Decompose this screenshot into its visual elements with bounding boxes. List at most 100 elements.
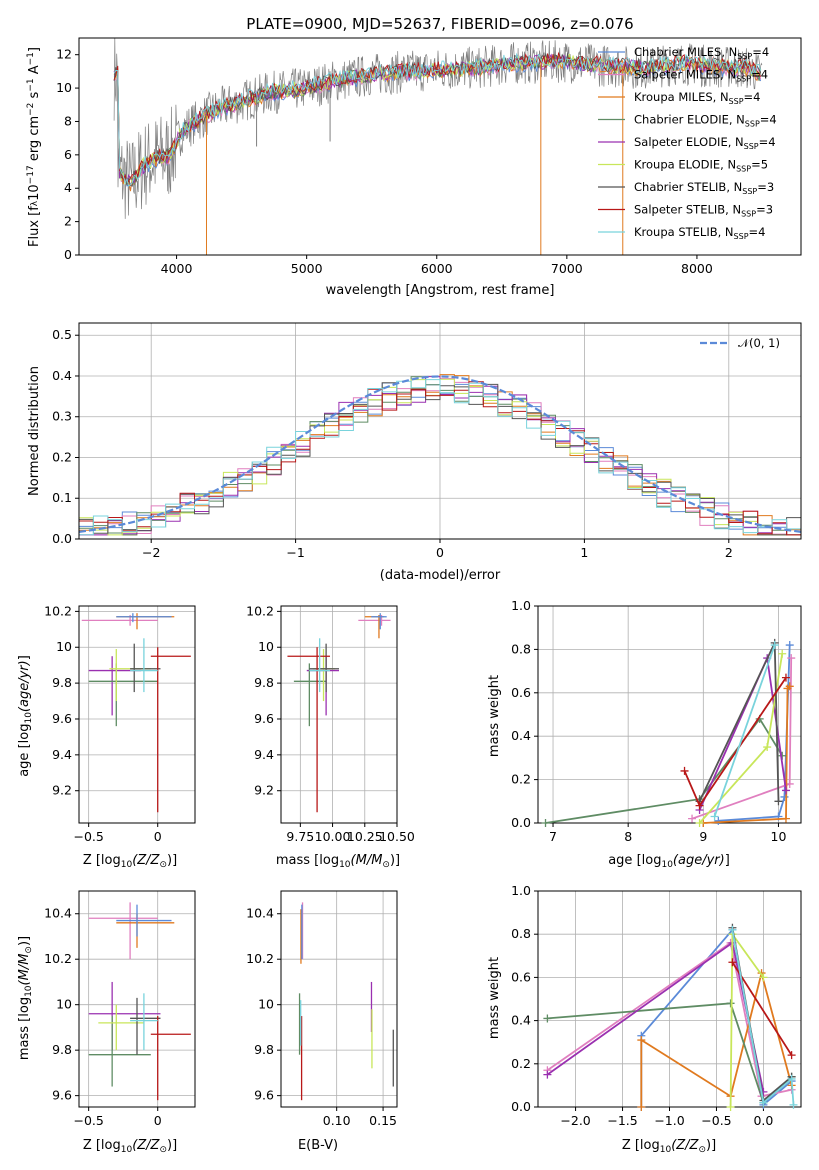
- x-tick-label: 9.75: [286, 829, 314, 844]
- mass-vs-z-ylabel: mass [log10(M/M⊙)]: [17, 936, 34, 1060]
- weight-point-marker: [759, 973, 768, 982]
- weight-point-marker: [714, 816, 723, 825]
- mass-vs-z-xlabel: Z [log10(Z/Z⊙)]: [83, 1138, 177, 1155]
- weight-vs-z-ylabel: mass weight: [487, 957, 502, 1039]
- y-tick-label: 0.8: [511, 641, 531, 656]
- y-tick-label: 0.5: [52, 327, 72, 342]
- weight-point-marker: [710, 812, 719, 821]
- x-tick-label: 2: [725, 545, 733, 560]
- y-tick-label: 0.2: [52, 449, 72, 464]
- age-vs-z-xlabel: Z [log10(Z/Z⊙)]: [83, 853, 177, 870]
- y-tick-label: 4: [64, 180, 72, 195]
- mass-vs-ebv-xlabel: E(B-V): [298, 1138, 338, 1153]
- y-tick-label: 0.3: [52, 409, 72, 424]
- x-tick-label: 0.0: [753, 1113, 773, 1128]
- x-tick-label: 10: [771, 829, 787, 844]
- y-tick-label: 0.6: [511, 969, 531, 984]
- weight-vs-age-xlabel: age [log10(age/yr)]: [608, 853, 730, 870]
- mass-vs-ebv-panel: 0.10 0.15 9.6 9.8 10 10.2 10.4: [246, 890, 398, 1128]
- residual-panel: −2 −1 0 1 2 0.0 0.1 0.2 0.3 0.4 0.5 (data-model)/e…: [27, 322, 802, 583]
- x-tick-label: −2.0: [560, 1113, 590, 1128]
- mass-vs-z-panel: −0.5 0 9.6 9.8 10 10.2 10.4: [44, 890, 196, 1128]
- y-tick-label: 0.4: [511, 1013, 531, 1028]
- weight-point-marker: [541, 819, 550, 827]
- residual-frame: [78, 322, 802, 540]
- y-tick-label: 1.0: [511, 883, 531, 898]
- panel-frame: [78, 605, 196, 824]
- y-tick-label: 0.4: [52, 368, 72, 383]
- weight-point-marker: [780, 792, 789, 801]
- weight-point-marker: [787, 1074, 796, 1083]
- weight-point-marker: [695, 819, 704, 827]
- weight-series-line: [683, 677, 787, 808]
- weight-point-marker: [726, 999, 735, 1008]
- y-tick-label: 10.2: [44, 951, 72, 966]
- y-tick-label: 0.1: [52, 490, 72, 505]
- age-vs-mass-xlabel: mass [log10(M/M⊙)]: [276, 853, 400, 870]
- reference-legend-label: 𝒩(0, 1): [738, 336, 780, 350]
- x-tick-label: 10.00: [315, 829, 351, 844]
- y-tick-label: 9.6: [254, 711, 274, 726]
- weight-point-marker: [543, 1014, 552, 1023]
- y-tick-label: 9.8: [52, 675, 72, 690]
- age-vs-z-ylabel: age [log10(age/yr)]: [17, 655, 34, 777]
- residual-plot-area: −2 −1 0 1 2 0.0 0.1 0.2 0.3 0.4 0.5: [52, 323, 802, 560]
- spectrum-ylabel: Flux [fλ10−17 erg cm−2 s−1 A−1]: [26, 47, 42, 247]
- y-tick-label: 10.4: [44, 906, 72, 921]
- spectrum-frame: [78, 37, 802, 256]
- weight-point-marker: [728, 958, 737, 967]
- weight-point-marker: [680, 766, 689, 775]
- weight-vs-z-xlabel: Z [log10(Z/Z⊙)]: [622, 1138, 716, 1155]
- y-tick-label: 9.2: [52, 783, 72, 798]
- weight-series-line: [731, 927, 793, 1103]
- spectrum-title: PLATE=0900, MJD=52637, FIBERID=0096, z=0…: [246, 15, 633, 33]
- y-tick-label: 6: [64, 147, 72, 162]
- y-tick-label: 12: [56, 47, 72, 62]
- weight-series-line: [731, 929, 795, 1105]
- y-tick-label: 0.0: [52, 531, 72, 546]
- weight-point-marker: [778, 649, 787, 658]
- weight-point-marker: [787, 654, 796, 663]
- y-tick-label: 0.2: [511, 1056, 531, 1071]
- weight-series-line: [546, 941, 792, 1098]
- x-tick-label: −0.5: [73, 1113, 103, 1128]
- y-tick-label: 9.8: [254, 675, 274, 690]
- weight-point-marker: [688, 814, 697, 823]
- y-tick-label: 9.6: [254, 1088, 274, 1103]
- residual-xlabel: (data-model)/error: [380, 568, 501, 583]
- weight-vs-z-panel: −2.0 −1.5 −1.0 −0.5 0.0 0.0 0.2 0.4 0.6 0.8 1.0: [511, 883, 802, 1128]
- y-tick-label: 0.2: [511, 772, 531, 787]
- legend-label: Kroupa MILES, NSSP=4: [634, 90, 760, 106]
- x-tick-label: 8: [624, 829, 632, 844]
- weight-point-marker: [728, 925, 737, 934]
- x-tick-label: 8000: [681, 261, 713, 276]
- y-tick-label: 9.4: [254, 747, 274, 762]
- x-tick-label: 0.15: [369, 1113, 397, 1128]
- y-tick-label: 1.0: [511, 598, 531, 613]
- legend-label: Salpeter MILES, NSSP=4: [634, 68, 768, 84]
- residual-legend: 𝒩(0, 1): [700, 336, 780, 350]
- weight-point-marker: [785, 641, 794, 650]
- x-tick-label: −0.5: [701, 1113, 731, 1128]
- y-tick-label: 10.2: [246, 951, 274, 966]
- panel-frame: [78, 890, 196, 1108]
- x-tick-label: 1: [580, 545, 588, 560]
- x-tick-label: 10.25: [347, 829, 383, 844]
- x-tick-label: 0: [154, 829, 162, 844]
- spectrum-model-line: [113, 52, 762, 188]
- y-tick-label: 0.8: [511, 926, 531, 941]
- x-tick-label: 9: [699, 829, 707, 844]
- weight-point-marker: [781, 814, 790, 823]
- weight-point-marker: [695, 801, 704, 810]
- weight-series-line: [713, 644, 776, 817]
- legend-label: Chabrier MILES, NSSP=4: [634, 45, 769, 61]
- y-tick-label: 9.8: [52, 1042, 72, 1057]
- x-tick-label: −0.5: [73, 829, 103, 844]
- y-tick-label: 0.0: [511, 815, 531, 830]
- y-tick-label: 10: [56, 639, 72, 654]
- spectrum-xlabel: wavelength [Angstrom, rest frame]: [326, 283, 555, 298]
- weight-point-marker: [763, 743, 772, 752]
- spectrum-observed-line: [113, 38, 763, 219]
